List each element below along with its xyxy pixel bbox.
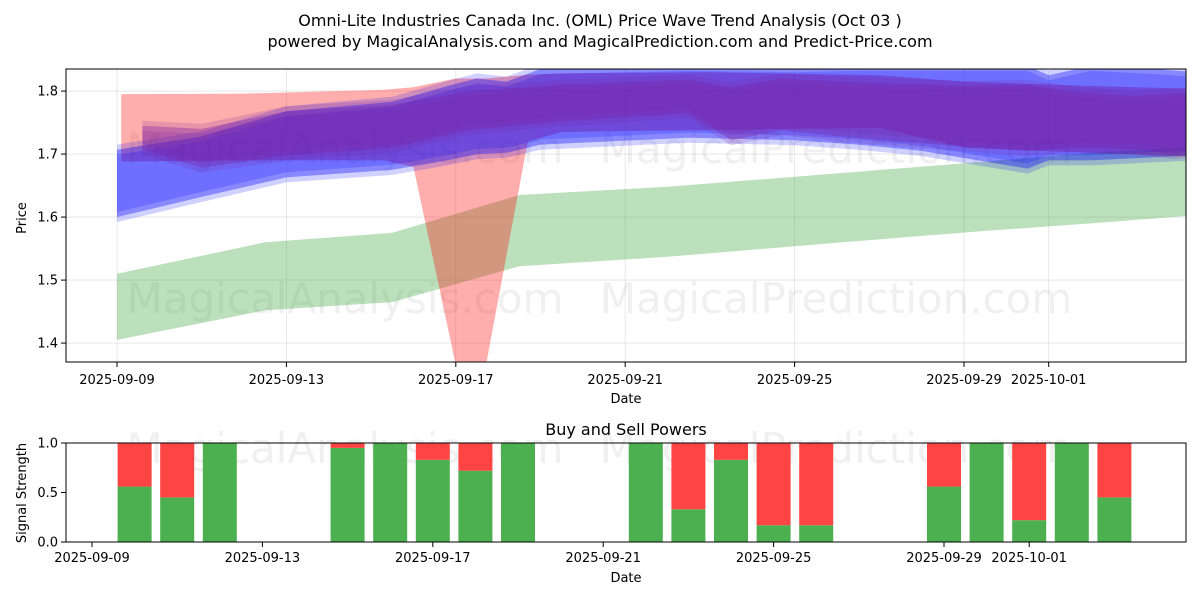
price-x-axis-label: Date xyxy=(610,392,641,407)
signal-xtick-label-3: 2025-09-21 xyxy=(565,551,641,566)
price-y-axis-label: Price xyxy=(15,202,30,234)
buy-bar-15 xyxy=(1012,520,1047,542)
sell-bar-9 xyxy=(671,443,706,510)
sell-bar-11 xyxy=(756,443,791,526)
buy-bar-12 xyxy=(799,525,834,542)
buy-bar-8 xyxy=(628,443,663,542)
sell-bar-5 xyxy=(415,443,450,460)
price-xtick-label-2: 2025-09-17 xyxy=(418,373,494,388)
signal-bars xyxy=(117,443,1132,542)
price-xtick-label-4: 2025-09-25 xyxy=(757,373,833,388)
blue-band-layer-0 xyxy=(117,69,1186,218)
price-xtick-label-3: 2025-09-21 xyxy=(587,373,663,388)
signal-ytick-label-0: 0.0 xyxy=(37,536,58,551)
price-plot-frame xyxy=(65,68,1187,363)
signal-y-ticks: 0.0 0.5 1.0 xyxy=(37,437,66,551)
sell-bar-3 xyxy=(330,443,365,448)
signal-y-axis-label: Signal Strength xyxy=(15,443,30,543)
price-xtick-label-6: 2025-10-01 xyxy=(1011,373,1087,388)
buy-bar-17 xyxy=(1097,497,1132,542)
sell-bar-10 xyxy=(714,443,748,460)
price-xtick-label-5: 2025-09-29 xyxy=(926,373,1002,388)
signal-ytick-label-1: 0.5 xyxy=(37,486,58,501)
sell-bar-15 xyxy=(1012,443,1047,521)
price-ytick-label-0: 1.4 xyxy=(37,337,58,352)
buy-bar-3 xyxy=(330,447,365,542)
signal-x-axis-label: Date xyxy=(610,571,641,586)
price-xtick-label-1: 2025-09-13 xyxy=(249,373,325,388)
watermark-top-upper-right: MagicalPrediction.com xyxy=(600,124,1073,173)
red-band-layer-0 xyxy=(121,72,1186,362)
signal-x-ticks: 2025-09-09 2025-09-13 2025-09-17 2025-09-21… xyxy=(54,542,1067,566)
signal-xtick-label-6: 2025-10-01 xyxy=(991,551,1067,566)
price-chart-panel: MagicalAnalysis.com MagicalPrediction.co… xyxy=(15,68,1187,407)
purple-band-layer-1 xyxy=(142,73,1186,163)
sell-bar-0 xyxy=(117,443,152,487)
signal-xtick-label-1: 2025-09-13 xyxy=(225,551,301,566)
buy-bar-16 xyxy=(1054,443,1089,542)
buy-bar-5 xyxy=(415,459,450,542)
purple-band-layer-0 xyxy=(142,78,1186,168)
purple-band-layer-2 xyxy=(142,83,1186,173)
price-ytick-label-1: 1.5 xyxy=(37,274,58,289)
price-xtick-label-0: 2025-09-09 xyxy=(79,373,155,388)
sell-bar-17 xyxy=(1097,443,1132,498)
price-x-ticks: 2025-09-09 2025-09-13 2025-09-17 2025-09-21… xyxy=(79,362,1086,388)
buy-bar-2 xyxy=(202,443,237,542)
buy-bar-9 xyxy=(671,509,706,542)
buy-bar-13 xyxy=(927,486,961,542)
signal-xtick-label-0: 2025-09-09 xyxy=(54,551,130,566)
buy-bar-11 xyxy=(756,525,791,542)
watermark-top-lower-right: MagicalPrediction.com xyxy=(600,274,1073,323)
buy-bar-7 xyxy=(501,443,535,542)
green-band-layer-0 xyxy=(117,147,1186,340)
buy-bar-1 xyxy=(160,497,195,542)
price-ytick-label-4: 1.8 xyxy=(37,85,58,100)
buy-bar-0 xyxy=(117,486,152,542)
price-y-ticks: 1.4 1.5 1.6 1.7 1.8 xyxy=(37,85,66,352)
price-watermarks: MagicalAnalysis.com MagicalPrediction.co… xyxy=(127,124,1073,323)
sell-bar-13 xyxy=(927,443,961,487)
blue-band-layer-2 xyxy=(117,70,1186,223)
price-bands xyxy=(117,69,1186,362)
price-ytick-label-2: 1.6 xyxy=(37,211,58,226)
chart-title: Omni-Lite Industries Canada Inc. (OML) P… xyxy=(298,11,902,30)
signal-chart-panel: Buy and Sell Powers MagicalAnalysis.com … xyxy=(15,420,1187,586)
signal-xtick-label-2: 2025-09-17 xyxy=(395,551,471,566)
price-grid xyxy=(66,69,1186,362)
buy-bar-6 xyxy=(458,470,493,542)
sell-bar-12 xyxy=(799,443,834,526)
chart-subtitle: powered by MagicalAnalysis.com and Magic… xyxy=(267,32,932,51)
watermark-top-lower-left: MagicalAnalysis.com xyxy=(127,274,564,323)
sell-bar-6 xyxy=(458,443,493,471)
signal-xtick-label-5: 2025-09-29 xyxy=(906,551,982,566)
signal-xtick-label-4: 2025-09-25 xyxy=(736,551,812,566)
signal-ytick-label-2: 1.0 xyxy=(37,437,58,452)
sell-bar-1 xyxy=(160,443,195,498)
watermark-top-upper-left: MagicalAnalysis.com xyxy=(127,124,564,173)
signal-chart-title: Buy and Sell Powers xyxy=(545,420,707,439)
price-ytick-label-3: 1.7 xyxy=(37,148,58,163)
buy-bar-10 xyxy=(714,459,748,542)
buy-bar-4 xyxy=(373,443,408,542)
buy-bar-14 xyxy=(969,443,1004,542)
blue-band-layer-1 xyxy=(117,69,1186,212)
